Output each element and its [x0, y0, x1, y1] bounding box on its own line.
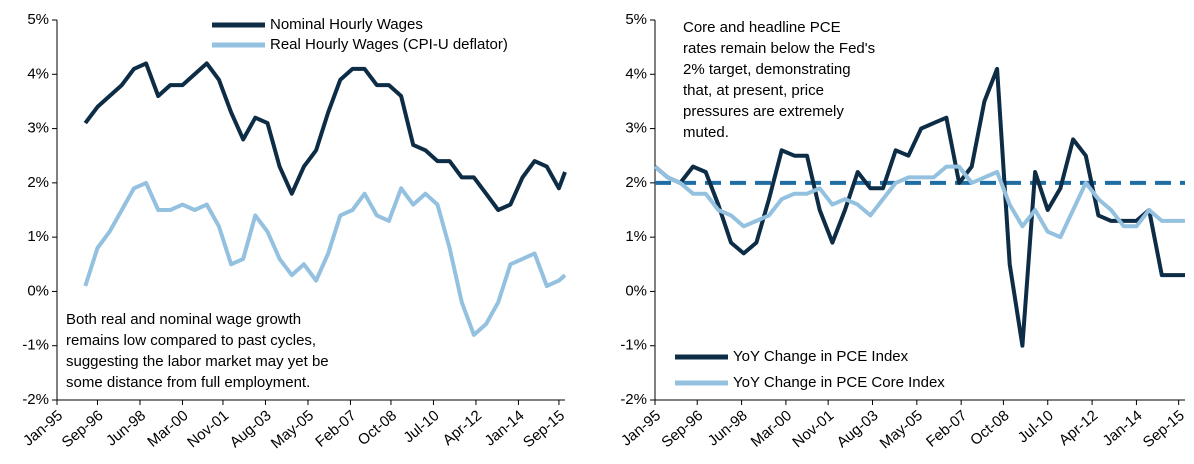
x-tick-label: Jan-95	[618, 407, 664, 450]
x-tick-label: Apr-12	[440, 407, 485, 449]
y-tick-label: 5%	[27, 11, 49, 28]
x-tick-label: Jun-98	[705, 407, 751, 450]
x-tick-label: Nov-01	[789, 407, 837, 451]
y-tick-label: -2%	[620, 391, 647, 408]
series-line	[83, 61, 567, 212]
x-tick-label: Jan-95	[20, 407, 66, 450]
panel: -2% -1% 0% 1% 2% 3% 4% 5% Jan-95Sep-96Jun-98Mar-…	[618, 11, 1188, 452]
x-tick-label: Aug-03	[227, 407, 275, 451]
x-tick-label: Jul-10	[1015, 407, 1057, 446]
x-tick-label: May-05	[877, 407, 926, 452]
x-tick-label: Jan-14	[1099, 407, 1145, 450]
x-tick-label: Apr-12	[1056, 407, 1101, 449]
y-tick-label: 3%	[27, 120, 49, 137]
x-tick-label: May-05	[268, 407, 317, 452]
x-tick-label: Feb-07	[312, 407, 359, 451]
annotation: that, at present, price	[683, 82, 824, 99]
annotation: muted.	[683, 124, 729, 141]
annotation: Both real and nominal wage growth	[66, 311, 301, 328]
y-tick-label: 4%	[27, 65, 49, 82]
y-tick-label: 0%	[625, 282, 647, 299]
y-tick-label: 3%	[625, 120, 647, 137]
x-tick-label: Oct-08	[355, 407, 400, 449]
y-tick-label: -2%	[22, 391, 49, 408]
annotation: some distance from full employment.	[66, 374, 310, 391]
annotation: 2% target, demonstrating	[683, 61, 851, 78]
y-tick-label: 2%	[27, 174, 49, 191]
x-tick-label: Jan-14	[482, 407, 528, 450]
x-tick-label: Sep-96	[658, 407, 706, 451]
annotation: Core and headline PCE	[683, 19, 841, 36]
y-tick-label: 2%	[625, 174, 647, 191]
y-tick-label: 0%	[27, 282, 49, 299]
legend-label: Nominal Hourly Wages	[270, 16, 423, 33]
y-tick-label: -1%	[620, 337, 647, 354]
y-tick-label: 5%	[625, 11, 647, 28]
y-tick-label: 4%	[625, 65, 647, 82]
legend-label: Real Hourly Wages (CPI-U deflator)	[270, 36, 508, 53]
series-line	[653, 66, 1185, 348]
series-line	[653, 164, 1185, 240]
panel: -2% -1% 0% 1% 2% 3% 4% 5% Jan-95Sep-96Jun-98Mar-…	[20, 11, 568, 452]
annotation: rates remain below the Fed's	[683, 40, 875, 57]
y-tick-label: -1%	[22, 337, 49, 354]
x-tick-label: Sep-96	[59, 407, 107, 451]
x-tick-label: Mar-00	[144, 407, 191, 451]
legend-label: YoY Change in PCE Core Index	[733, 374, 945, 391]
x-tick-label: Aug-03	[834, 407, 882, 451]
x-tick-label: Sep-15	[520, 407, 568, 451]
x-tick-label: Mar-00	[748, 407, 795, 451]
legend-label: YoY Change in PCE Index	[733, 348, 909, 365]
x-tick-label: Sep-15	[1140, 407, 1188, 451]
series-line	[83, 180, 567, 337]
x-tick-label: Jun-98	[103, 407, 149, 450]
x-tick-label: Oct-08	[967, 407, 1012, 449]
x-tick-label: Nov-01	[184, 407, 232, 451]
y-tick-label: 1%	[27, 228, 49, 245]
x-tick-label: Jul-10	[400, 407, 442, 446]
x-tick-label: Feb-07	[923, 407, 970, 451]
y-tick-label: 1%	[625, 228, 647, 245]
annotation: remains low compared to past cycles,	[66, 332, 316, 349]
annotation: pressures are extremely	[683, 103, 844, 120]
annotation: suggesting the labor market may yet be	[66, 353, 329, 370]
